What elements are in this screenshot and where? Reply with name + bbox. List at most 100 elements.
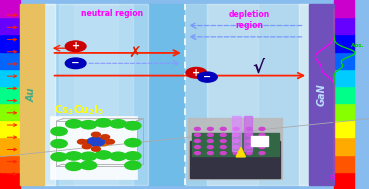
- Circle shape: [80, 121, 97, 129]
- Text: √: √: [252, 59, 264, 77]
- Circle shape: [125, 161, 141, 170]
- Bar: [44, 4, 184, 185]
- Circle shape: [233, 133, 239, 136]
- Circle shape: [207, 133, 213, 136]
- Circle shape: [259, 133, 265, 136]
- Circle shape: [101, 135, 110, 139]
- Circle shape: [194, 152, 200, 155]
- Circle shape: [207, 127, 213, 130]
- Circle shape: [233, 152, 239, 155]
- Circle shape: [246, 152, 252, 155]
- Circle shape: [194, 127, 200, 130]
- Circle shape: [233, 127, 239, 130]
- Bar: [188, 118, 282, 179]
- Circle shape: [66, 152, 82, 160]
- Circle shape: [66, 162, 82, 170]
- Bar: [334, 103, 354, 120]
- Circle shape: [125, 122, 141, 130]
- Circle shape: [194, 133, 200, 136]
- Bar: [0, 120, 20, 137]
- Circle shape: [95, 119, 111, 127]
- Circle shape: [233, 146, 239, 149]
- Bar: [0, 0, 20, 17]
- Circle shape: [51, 153, 67, 161]
- Circle shape: [194, 146, 200, 149]
- Text: Au: Au: [27, 87, 37, 102]
- Bar: [334, 137, 354, 155]
- Circle shape: [259, 146, 265, 149]
- Circle shape: [87, 137, 105, 146]
- Text: $\mathbf{Cs_3Cu_2I_5}$: $\mathbf{Cs_3Cu_2I_5}$: [54, 104, 104, 118]
- Circle shape: [207, 146, 213, 149]
- Circle shape: [125, 152, 141, 160]
- Bar: [59, 4, 133, 185]
- Circle shape: [65, 58, 86, 69]
- Text: −: −: [203, 72, 211, 82]
- Bar: [334, 120, 354, 137]
- Text: −: −: [71, 58, 80, 68]
- Bar: [190, 141, 280, 178]
- Circle shape: [207, 152, 213, 155]
- Circle shape: [125, 139, 141, 147]
- Circle shape: [220, 133, 226, 136]
- Circle shape: [259, 139, 265, 143]
- Bar: [299, 4, 310, 185]
- Bar: [0, 137, 20, 155]
- Text: ✗: ✗: [128, 46, 141, 61]
- Circle shape: [197, 72, 217, 82]
- Bar: [334, 52, 354, 69]
- Bar: [334, 86, 354, 103]
- Bar: [0, 17, 20, 34]
- Bar: [0, 86, 20, 103]
- Bar: [184, 4, 309, 185]
- Bar: [207, 4, 310, 185]
- Bar: [0, 69, 20, 86]
- Circle shape: [220, 146, 226, 149]
- Bar: [44, 4, 148, 185]
- Bar: [309, 4, 334, 185]
- Text: region: region: [235, 21, 263, 30]
- Circle shape: [80, 152, 97, 160]
- Bar: [184, 4, 258, 185]
- Circle shape: [246, 127, 252, 130]
- Circle shape: [220, 152, 226, 155]
- Bar: [232, 116, 241, 151]
- Circle shape: [246, 133, 252, 136]
- Bar: [192, 133, 279, 156]
- Circle shape: [220, 139, 226, 143]
- Circle shape: [246, 146, 252, 149]
- Text: R: R: [330, 175, 335, 181]
- Text: +: +: [72, 41, 80, 51]
- Circle shape: [106, 139, 114, 144]
- Circle shape: [259, 127, 265, 130]
- Circle shape: [220, 127, 226, 130]
- Circle shape: [246, 139, 252, 143]
- Bar: [334, 34, 354, 52]
- Bar: [50, 116, 137, 179]
- Bar: [74, 4, 118, 185]
- Circle shape: [92, 147, 100, 151]
- Circle shape: [110, 152, 126, 160]
- Bar: [0, 172, 20, 189]
- Bar: [0, 34, 20, 52]
- Text: GaN: GaN: [316, 83, 327, 106]
- Circle shape: [80, 161, 97, 170]
- Bar: [334, 172, 354, 189]
- Text: +: +: [192, 68, 200, 78]
- Circle shape: [95, 151, 111, 159]
- Text: Abs.: Abs.: [351, 43, 364, 48]
- Polygon shape: [236, 147, 245, 157]
- Circle shape: [65, 41, 86, 52]
- Bar: [334, 17, 354, 34]
- Text: depletion: depletion: [228, 10, 270, 19]
- Circle shape: [51, 139, 67, 148]
- Circle shape: [207, 139, 213, 143]
- Circle shape: [186, 67, 207, 78]
- Circle shape: [77, 139, 86, 144]
- Circle shape: [83, 140, 94, 146]
- Circle shape: [110, 120, 126, 128]
- Bar: [244, 116, 252, 151]
- Bar: [334, 155, 354, 172]
- Circle shape: [51, 127, 67, 136]
- Bar: [0, 103, 20, 120]
